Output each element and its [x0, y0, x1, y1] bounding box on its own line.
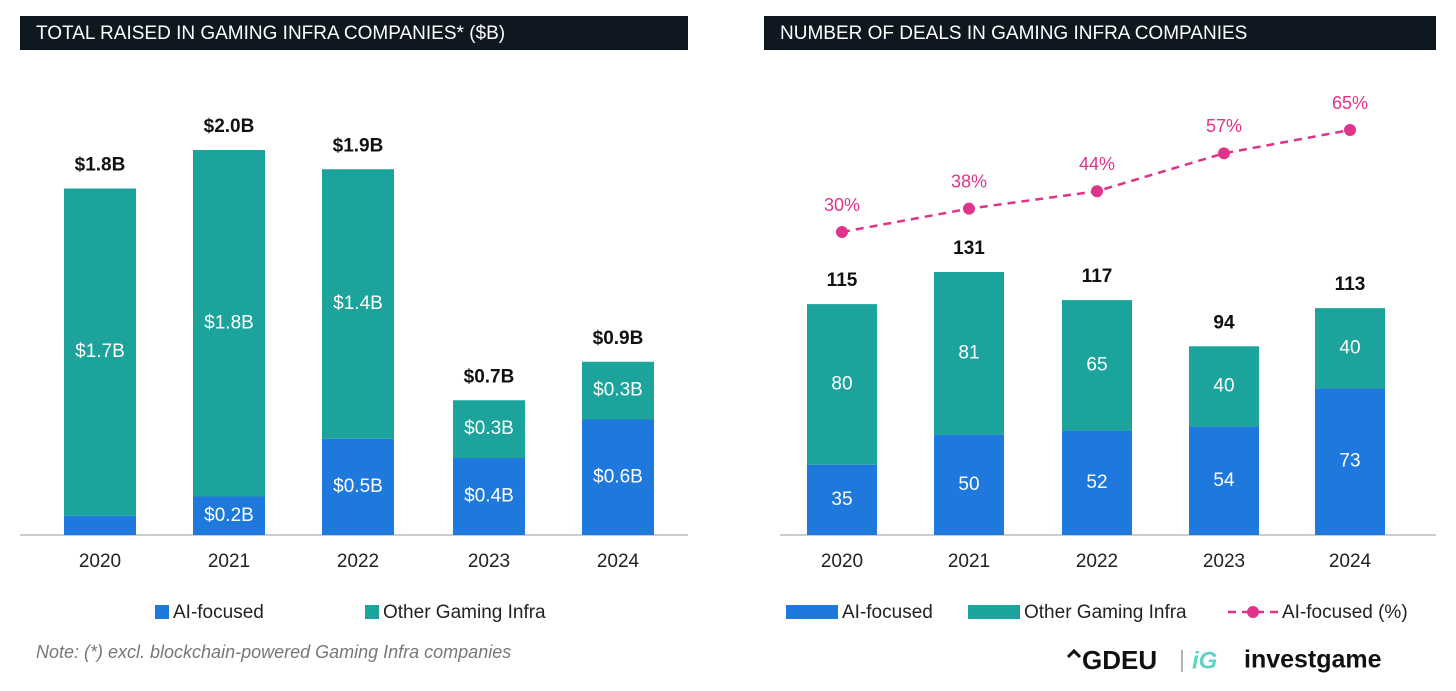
bar	[453, 400, 525, 458]
legend-dot	[1247, 606, 1259, 618]
value-label: $0.3B	[593, 380, 643, 401]
legend-swatch	[365, 605, 379, 619]
bar	[453, 458, 525, 535]
chart-title: TOTAL RAISED IN GAMING INFRA COMPANIES* …	[36, 23, 505, 44]
x-tick-label: 2023	[1203, 551, 1245, 572]
bar	[807, 464, 877, 535]
total-label: 94	[1213, 312, 1235, 333]
title-bar	[764, 16, 1436, 50]
bar	[582, 361, 654, 420]
brand-investgame: investgame	[1244, 646, 1382, 674]
value-label: 65	[1086, 354, 1107, 375]
bar	[1315, 388, 1385, 535]
legend-swatch	[155, 605, 169, 619]
total-label: 117	[1082, 266, 1113, 287]
bar	[193, 496, 265, 535]
bar	[934, 272, 1004, 435]
value-label: 40	[1339, 337, 1360, 358]
x-tick-label: 2022	[1076, 551, 1118, 572]
value-label: 50	[958, 474, 979, 495]
line-point	[1218, 147, 1230, 160]
x-tick-label: 2021	[948, 551, 990, 572]
line-label: 44%	[1079, 154, 1115, 174]
title-bar	[20, 16, 688, 50]
total-label: $0.7B	[464, 366, 515, 387]
total-label: 131	[953, 238, 985, 259]
chart-title: NUMBER OF DEALS IN GAMING INFRA COMPANIE…	[780, 23, 1247, 44]
line-label: 30%	[824, 195, 860, 215]
x-tick-label: 2020	[79, 551, 121, 572]
bar	[1062, 300, 1132, 431]
legend-swatch	[786, 605, 838, 619]
line-label: 38%	[951, 171, 987, 191]
line-point	[963, 202, 975, 215]
value-label: 81	[958, 342, 979, 363]
total-label: $1.8B	[75, 155, 126, 176]
bar	[322, 438, 394, 535]
bar	[934, 434, 1004, 535]
bar	[64, 188, 136, 516]
value-label: $1.8B	[204, 312, 254, 333]
bar	[64, 515, 136, 535]
brand-ig: iG	[1192, 647, 1217, 674]
value-label: $0.5B	[333, 476, 383, 497]
bar	[582, 419, 654, 535]
legend-label: AI-focused	[842, 602, 933, 623]
x-tick-label: 2023	[468, 551, 510, 572]
value-label: $0.4B	[464, 486, 514, 507]
value-label: 40	[1213, 375, 1234, 396]
value-label: $1.4B	[333, 293, 383, 314]
line-label: 57%	[1206, 116, 1242, 136]
value-label: $0.6B	[593, 466, 643, 487]
legend-label: AI-focused	[173, 602, 264, 623]
x-tick-label: 2020	[821, 551, 863, 572]
total-label: $2.0B	[204, 116, 255, 137]
total-label: $1.9B	[333, 135, 384, 156]
total-label: 115	[827, 270, 858, 291]
value-label: $0.2B	[204, 505, 254, 526]
bar	[322, 169, 394, 439]
bar	[807, 304, 877, 465]
x-tick-label: 2022	[337, 551, 379, 572]
x-tick-label: 2024	[597, 551, 640, 572]
bar	[1062, 430, 1132, 535]
total-label: $0.9B	[593, 328, 644, 349]
bar	[1189, 426, 1259, 535]
value-label: $0.3B	[464, 418, 514, 439]
line-point	[1344, 124, 1356, 136]
value-label: $1.7B	[75, 341, 125, 362]
x-tick-label: 2021	[208, 551, 250, 572]
value-label: 52	[1086, 472, 1107, 493]
value-label: 80	[831, 373, 852, 394]
note: Note: (*) excl. blockchain-powered Gamin…	[36, 642, 511, 662]
value-label: 73	[1339, 451, 1360, 472]
value-label: 54	[1213, 470, 1235, 491]
legend-swatch	[968, 605, 1020, 619]
brand-gdeu: GDEU	[1082, 645, 1157, 675]
x-tick-label: 2024	[1329, 551, 1372, 572]
legend-label: Other Gaming Infra	[1024, 602, 1187, 623]
bar	[1315, 308, 1385, 389]
value-label: 35	[831, 489, 852, 510]
total-label: 113	[1335, 274, 1366, 295]
line-point	[1091, 185, 1103, 198]
legend-label: AI-focused (%)	[1282, 602, 1408, 623]
line	[841, 128, 1351, 234]
bar	[1189, 346, 1259, 427]
line-point	[836, 226, 848, 238]
bar	[193, 150, 265, 497]
logo-mark	[1066, 648, 1082, 659]
legend-label: Other Gaming Infra	[383, 602, 546, 623]
line-label: 65%	[1332, 93, 1368, 113]
